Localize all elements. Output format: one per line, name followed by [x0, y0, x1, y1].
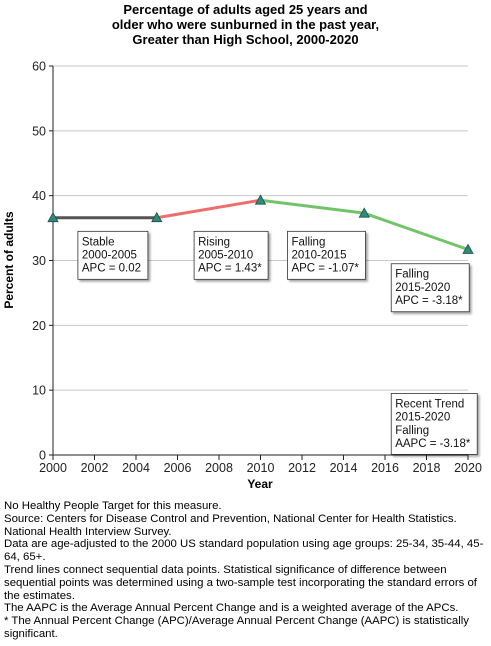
chart-title-line: older who were sunburned in the past yea…: [111, 17, 380, 32]
x-tick-label: 2012: [288, 461, 316, 475]
annotation-text: Stable: [82, 236, 115, 248]
trend-segment-falling: [362, 211, 470, 251]
annotation-text: Falling: [291, 236, 325, 248]
annotation-frame: [77, 230, 149, 280]
chart-title: Percentage of adults aged 25 years and o…: [0, 2, 491, 47]
chart-title-line: Greater than High School, 2000-2020: [132, 32, 359, 47]
data-point-marker: [254, 194, 267, 205]
y-axis-label: Percent of adults: [2, 211, 16, 309]
x-tick-label: 2000: [39, 461, 67, 475]
annotation-text: 2005-2010: [198, 250, 253, 262]
annotation-text: APC = 0.02: [82, 263, 141, 275]
annotation-frame: [390, 263, 470, 313]
x-tick-label: 2010: [247, 461, 275, 475]
trend-segment-rising: [155, 198, 262, 220]
y-tick-label: 0: [39, 449, 46, 463]
annotation-frame: [390, 393, 478, 455]
annotation-text: 2015-2020: [395, 412, 450, 424]
footnote: Data are age-adjusted to the 2000 US sta…: [4, 538, 484, 564]
annotation-text: 2000-2005: [82, 250, 137, 262]
data-point-marker: [47, 211, 59, 223]
annotation-text: Falling: [395, 425, 429, 437]
x-axis-label: Year: [247, 477, 273, 491]
y-tick-label: 60: [32, 60, 46, 74]
footnote: Source: Centers for Disease Control and …: [4, 512, 457, 538]
axes: 0 10 20 30 40 50 60 2000 2002 2004 2006 2008 2010 201…: [32, 60, 482, 476]
y-tick-label: 10: [32, 384, 46, 398]
data-points: [47, 194, 474, 254]
footnote: The AAPC is the Average Annual Percent C…: [4, 602, 459, 615]
footnote: Trend lines connect sequential data poin…: [4, 563, 477, 602]
annotation-text: 2010-2015: [291, 250, 346, 262]
x-tick-label: 2018: [413, 461, 441, 475]
y-tick-label: 40: [32, 189, 46, 203]
data-point-marker: [151, 211, 163, 223]
x-tick-label: 2016: [371, 461, 399, 475]
annotation-text: Falling: [395, 269, 429, 281]
trend-lines: [51, 198, 470, 251]
annotation-text: AAPC = -3.18*: [395, 438, 471, 450]
footnotes: No Healthy People Target for this measur…: [4, 500, 488, 641]
footnote: No Healthy People Target for this measur…: [4, 500, 222, 512]
x-tick-label: 2006: [164, 461, 192, 475]
annotation-text: APC = -3.18*: [395, 295, 463, 307]
annotation-text: Recent Trend: [395, 398, 464, 410]
annotation-text: 2015-2020: [395, 282, 450, 294]
x-tick-label: 2014: [330, 461, 358, 475]
annotation-text: APC = 1.43*: [198, 263, 262, 275]
data-point-marker: [358, 207, 370, 218]
data-point-marker: [462, 243, 474, 254]
line-chart: 0 10 20 30 40 50 60 2000 2002 2004 2006 2008 2010 201…: [2, 60, 482, 492]
annotation-frame: [193, 230, 269, 280]
y-tick-label: 20: [32, 319, 46, 333]
x-tick-label: 2002: [81, 461, 109, 475]
annotation-text: Rising: [198, 236, 230, 248]
annotation-frame: [287, 230, 366, 280]
x-tick-label: 2008: [205, 461, 233, 475]
annotation-text: APC = -1.07*: [291, 263, 359, 275]
y-tick-label: 50: [32, 124, 46, 138]
trend-segment-falling: [259, 198, 366, 215]
x-tick-label: 2020: [454, 461, 482, 475]
x-tick-label: 2004: [122, 461, 150, 475]
y-tick-label: 30: [32, 254, 46, 268]
chart-title-line: Percentage of adults aged 25 years and: [123, 2, 368, 17]
footnote: * The Annual Percent Change (APC)/Averag…: [4, 615, 469, 640]
